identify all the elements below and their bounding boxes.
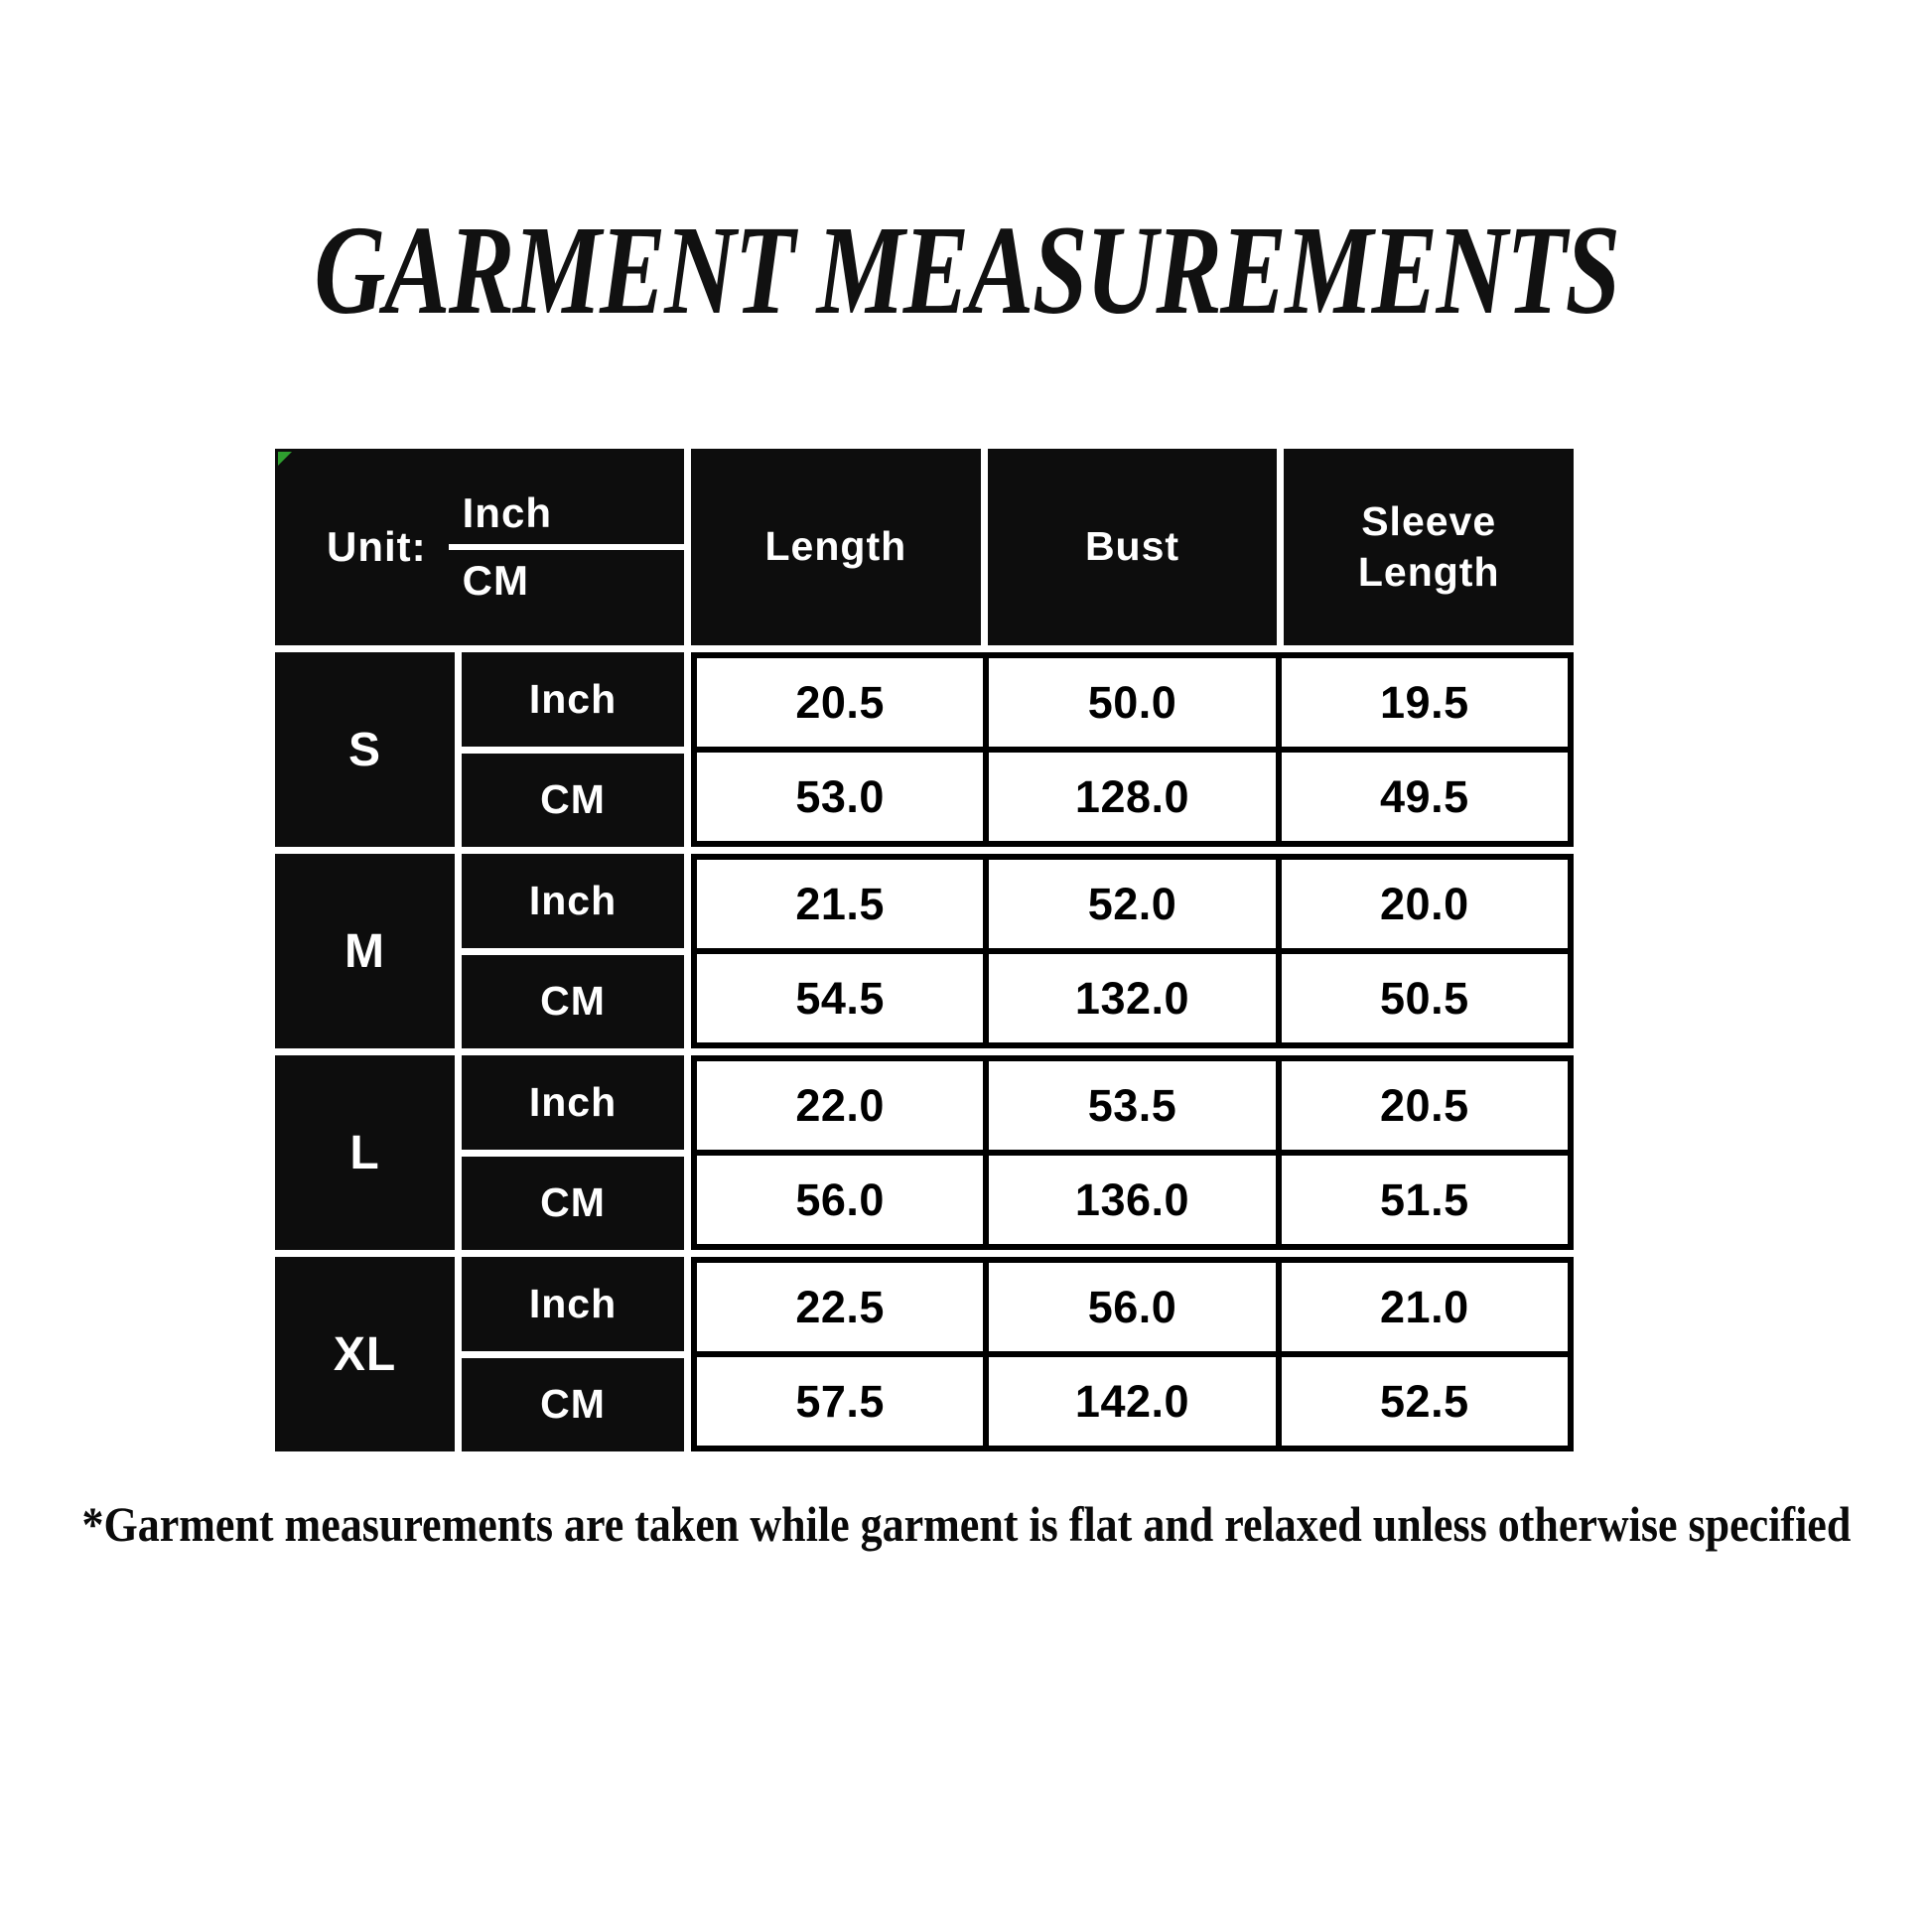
size-cell-l: L [275, 1055, 455, 1250]
unit-cell-xl-cm: CM [462, 1357, 684, 1451]
unit-cell-m-inch: Inch [462, 854, 684, 948]
unit-column-m: Inch CM [462, 854, 684, 1048]
value-cell-m-cm-bust: 132.0 [986, 951, 1279, 1045]
value-cell-s-inch-length: 20.5 [694, 655, 987, 750]
value-cell-m-inch-sleeve: 20.0 [1278, 857, 1571, 951]
value-cell-s-inch-sleeve: 19.5 [1278, 655, 1571, 750]
column-header-sleeve-length: Sleeve Length [1284, 449, 1575, 645]
size-chart-table: Unit: Inch CM Length Bust Sleeve Length … [275, 449, 1575, 1451]
value-cell-l-cm-bust: 136.0 [986, 1153, 1279, 1247]
unit-fraction-inch: Inch [462, 489, 552, 536]
size-cell-s: S [275, 652, 455, 847]
value-cell-s-cm-length: 53.0 [694, 750, 987, 844]
unit-column-l: Inch CM [462, 1055, 684, 1250]
unit-cell-m-cm: CM [462, 954, 684, 1048]
data-grid-s: 20.5 50.0 19.5 53.0 128.0 49.5 [691, 652, 1574, 847]
unit-header-cell: Unit: Inch CM [275, 449, 684, 645]
size-cell-xl: XL [275, 1257, 455, 1451]
size-group-s: S Inch CM 20.5 50.0 19.5 53.0 128.0 49.5 [275, 652, 1574, 847]
unit-fraction-cm: CM [462, 557, 529, 604]
value-cell-xl-cm-length: 57.5 [694, 1354, 987, 1449]
data-grid-m: 21.5 52.0 20.0 54.5 132.0 50.5 [691, 854, 1574, 1048]
table-header-row: Unit: Inch CM Length Bust Sleeve Length [275, 449, 1575, 645]
unit-cell-l-inch: Inch [462, 1055, 684, 1150]
unit-cell-xl-inch: Inch [462, 1257, 684, 1351]
value-cell-l-cm-length: 56.0 [694, 1153, 987, 1247]
value-cell-l-cm-sleeve: 51.5 [1278, 1153, 1571, 1247]
size-cell-m: M [275, 854, 455, 1048]
value-cell-m-cm-length: 54.5 [694, 951, 987, 1045]
value-cell-m-inch-length: 21.5 [694, 857, 987, 951]
data-grid-l: 22.0 53.5 20.5 56.0 136.0 51.5 [691, 1055, 1574, 1250]
value-cell-l-inch-bust: 53.5 [986, 1058, 1279, 1153]
value-cell-xl-inch-bust: 56.0 [986, 1260, 1279, 1354]
value-cell-l-inch-length: 22.0 [694, 1058, 987, 1153]
value-cell-xl-cm-bust: 142.0 [986, 1354, 1279, 1449]
data-grid-xl: 22.5 56.0 21.0 57.5 142.0 52.5 [691, 1257, 1574, 1451]
unit-cell-l-cm: CM [462, 1156, 684, 1250]
value-cell-m-cm-sleeve: 50.5 [1278, 951, 1571, 1045]
unit-column-xl: Inch CM [462, 1257, 684, 1451]
column-header-length: Length [691, 449, 981, 645]
value-cell-xl-inch-sleeve: 21.0 [1278, 1260, 1571, 1354]
page-title-text: GARMENT MEASUREMENTS [313, 200, 1620, 341]
fraction-divider-line [448, 544, 684, 550]
unit-column-s: Inch CM [462, 652, 684, 847]
unit-cell-s-cm: CM [462, 753, 684, 847]
value-cell-l-inch-sleeve: 20.5 [1278, 1058, 1571, 1153]
column-header-bust: Bust [987, 449, 1278, 645]
value-cell-xl-cm-sleeve: 52.5 [1278, 1354, 1571, 1449]
green-corner-marker-icon [278, 452, 292, 466]
unit-fraction: Inch CM [448, 489, 684, 605]
value-cell-s-cm-bust: 128.0 [986, 750, 1279, 844]
unit-cell-s-inch: Inch [462, 652, 684, 747]
size-group-m: M Inch CM 21.5 52.0 20.0 54.5 132.0 50.5 [275, 854, 1574, 1048]
footnote-text: *Garment measurements are taken while ga… [81, 1496, 1851, 1552]
size-group-xl: XL Inch CM 22.5 56.0 21.0 57.5 142.0 52.… [275, 1257, 1574, 1451]
size-group-l: L Inch CM 22.0 53.5 20.5 56.0 136.0 51.5 [275, 1055, 1574, 1250]
value-cell-s-inch-bust: 50.0 [986, 655, 1279, 750]
value-cell-s-cm-sleeve: 49.5 [1278, 750, 1571, 844]
page-title: GARMENT MEASUREMENTS [0, 207, 1932, 334]
footnote: *Garment measurements are taken while ga… [0, 1497, 1932, 1552]
value-cell-m-inch-bust: 52.0 [986, 857, 1279, 951]
value-cell-xl-inch-length: 22.5 [694, 1260, 987, 1354]
unit-label: Unit: [327, 523, 427, 570]
